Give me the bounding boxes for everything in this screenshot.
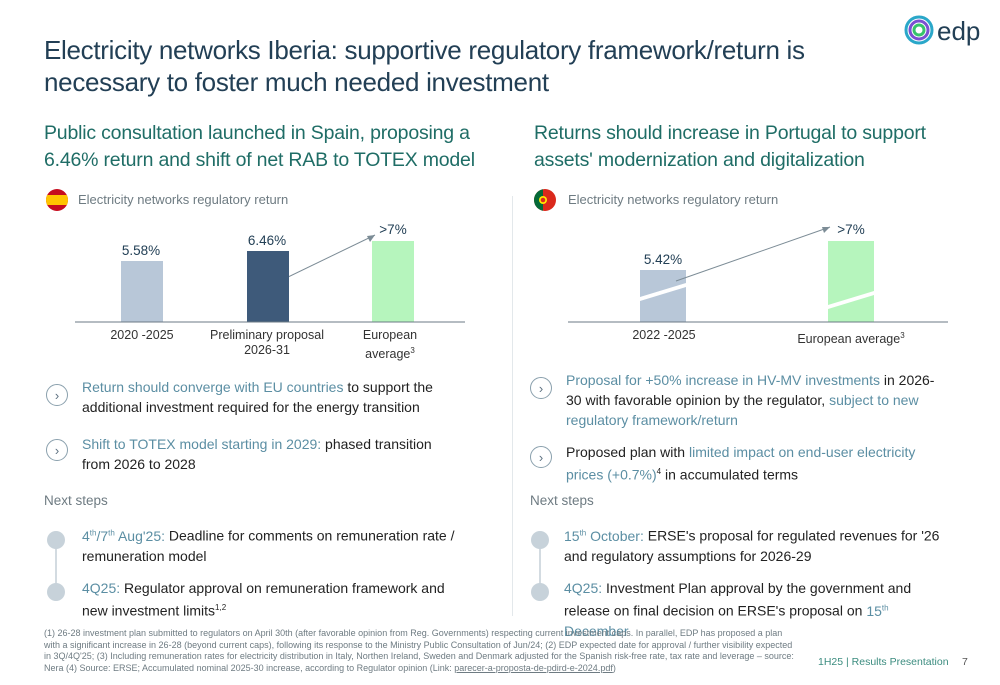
right-bar-value-1: 5.42% bbox=[643, 252, 683, 267]
left-subhead: Public consultation launched in Spain, p… bbox=[44, 122, 475, 171]
right-xlabel-2-text: European average bbox=[797, 332, 901, 347]
left-xlabel-3-sup: 3 bbox=[410, 346, 415, 355]
right-step-2-text: Investment Plan approval by the governme… bbox=[564, 580, 912, 619]
left-xlabel-2-line1: Preliminary proposal bbox=[210, 328, 324, 342]
left-xlabel-1: 2020 -2025 bbox=[110, 328, 174, 342]
right-step-1-date: 15th October: bbox=[564, 527, 644, 544]
logo-text: edp bbox=[937, 16, 981, 46]
right-bar-2-break bbox=[828, 291, 874, 309]
left-bar-value-2: 6.46% bbox=[247, 233, 287, 248]
right-bullet-1-text: in 2026-30 with favorable opinion by the… bbox=[566, 372, 935, 408]
right-chart-label: Electricity networks regulatory return bbox=[568, 192, 779, 207]
footnote: (1) 26-28 investment plan submitted to r… bbox=[44, 628, 796, 674]
right-step-2: 4Q25: Investment Plan approval by the go… bbox=[564, 578, 946, 641]
left-step-2-sup: 1,2 bbox=[215, 603, 227, 612]
left-bar-preliminary-proposal bbox=[247, 251, 289, 322]
footnote-end: ) bbox=[612, 662, 616, 673]
right-timeline-dot-1 bbox=[531, 531, 549, 549]
footnote-text: (1) 26-28 investment plan submitted to r… bbox=[44, 628, 794, 673]
right-bullet-2-pre: Proposed plan with bbox=[566, 444, 689, 460]
left-step-1-date: 4th/7th Aug'25: bbox=[82, 527, 165, 544]
right-step-1-text: ERSE's proposal for regulated revenues f… bbox=[564, 527, 940, 564]
right-timeline-dot-2 bbox=[531, 583, 549, 601]
chevron-right-icon: › bbox=[530, 446, 552, 468]
left-bar-value-3: >7% bbox=[379, 222, 407, 237]
portugal-flag-icon bbox=[534, 189, 556, 211]
spain-flag-icon bbox=[46, 189, 68, 211]
chevron-right-icon: › bbox=[46, 439, 68, 461]
left-xlabel-3: European average3 bbox=[340, 328, 440, 362]
left-bullet-2: Shift to TOTEX model starting in 2029: p… bbox=[82, 434, 450, 474]
right-subhead: Returns should increase in Portugal to s… bbox=[534, 122, 926, 171]
left-step-2: 4Q25: Regulator approval on remuneration… bbox=[82, 578, 460, 621]
left-timeline-line bbox=[55, 540, 57, 590]
edp-logo-icon bbox=[904, 15, 934, 45]
left-bullet-2-text: phased transition from 2026 to 2028 bbox=[82, 436, 432, 472]
left-bullet-1-text: to support the additional investment req… bbox=[82, 379, 433, 415]
right-bar-1-break bbox=[640, 283, 686, 301]
right-timeline-line bbox=[539, 540, 541, 590]
right-bullet-2-text: in accumulated terms bbox=[661, 466, 799, 483]
chevron-right-icon: › bbox=[530, 377, 552, 399]
left-bullet-1-highlight: Return should converge with EU countries bbox=[82, 379, 344, 395]
left-xlabel-3-line1: European bbox=[362, 328, 418, 342]
page-title: Electricity networks Iberia: supportive … bbox=[44, 35, 805, 97]
right-bullet-1-highlight: Proposal for +50% increase in HV-MV inve… bbox=[566, 372, 880, 388]
right-bullet-1: Proposal for +50% increase in HV-MV inve… bbox=[566, 370, 948, 430]
left-xlabel-2-line2: 2026-31 bbox=[244, 343, 290, 357]
right-bullet-2-highlight: limited impact on end-user electricity p… bbox=[566, 444, 916, 483]
left-timeline-dot-1 bbox=[47, 531, 65, 549]
left-chart-label: Electricity networks regulatory return bbox=[78, 192, 289, 207]
left-xlabel-2: Preliminary proposal 2026-31 bbox=[202, 328, 332, 358]
left-chart bbox=[75, 234, 465, 323]
right-xlabel-2-sup: 3 bbox=[900, 331, 905, 340]
left-step-1: 4th/7th Aug'25: Deadline for comments on… bbox=[82, 523, 460, 566]
right-bullet-1-highlight-2: subject to new regulatory framework/retu… bbox=[566, 392, 919, 428]
right-next-steps-heading: Next steps bbox=[530, 493, 594, 508]
right-step-2-date-2: 15th December bbox=[564, 602, 889, 639]
left-bullet-1: Return should converge with EU countries… bbox=[82, 377, 450, 417]
left-timeline-dot-2 bbox=[47, 583, 65, 601]
right-bullet-2: Proposed plan with limited impact on end… bbox=[566, 442, 948, 485]
left-bar-european-average bbox=[372, 241, 414, 322]
left-bar-2020-2025 bbox=[121, 261, 163, 322]
left-bullet-2-highlight: Shift to TOTEX model starting in 2029: bbox=[82, 436, 322, 452]
left-next-steps-heading: Next steps bbox=[44, 493, 108, 508]
footer-text: 1H25 | Results Presentation bbox=[818, 656, 949, 668]
left-step-2-text: Regulator approval on remuneration frame… bbox=[82, 580, 445, 619]
right-bullet-2-sup: 4 bbox=[656, 467, 662, 476]
left-step-2-date: 4Q25: bbox=[82, 580, 121, 596]
left-xlabel-3-line2: average bbox=[365, 347, 411, 362]
right-bar-value-2: >7% bbox=[837, 222, 865, 237]
right-xlabel-1: 2022 -2025 bbox=[632, 328, 696, 342]
left-step-1-text: Deadline for comments on remuneration ra… bbox=[82, 527, 455, 564]
right-bar-european-average bbox=[828, 241, 874, 322]
right-step-2-date: 4Q25: bbox=[564, 580, 603, 596]
edp-logo: edp bbox=[903, 12, 995, 52]
left-bar-value-1: 5.58% bbox=[121, 243, 161, 258]
right-step-1: 15th October: ERSE's proposal for regula… bbox=[564, 523, 946, 566]
column-divider bbox=[512, 196, 513, 616]
right-xlabel-2: European average3 bbox=[786, 328, 916, 347]
page-number: 7 bbox=[962, 656, 968, 668]
right-chart bbox=[568, 226, 948, 323]
footnote-link[interactable]: parecer-a-proposta-de-pdird-e-2024.pdf bbox=[454, 662, 613, 673]
chevron-right-icon: › bbox=[46, 384, 68, 406]
